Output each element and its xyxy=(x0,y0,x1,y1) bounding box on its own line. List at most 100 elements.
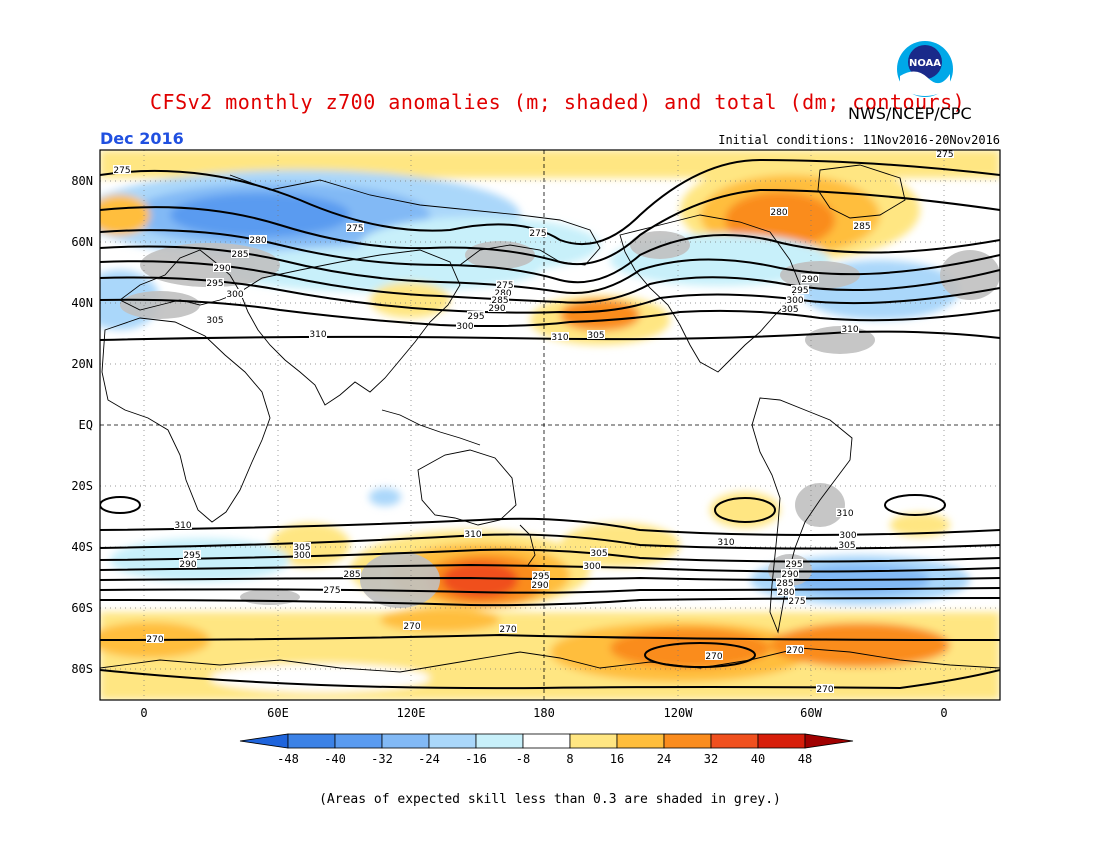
contour-label: 270 xyxy=(705,652,722,662)
contour-label-bg xyxy=(488,303,506,312)
contour-label-bg xyxy=(777,587,795,596)
colorbar-swatch xyxy=(616,733,665,749)
contour-label: 290 xyxy=(179,560,196,570)
contour-label: 290 xyxy=(781,570,798,580)
contour-label: 300 xyxy=(839,531,856,541)
contour-label-bg xyxy=(206,315,224,324)
longitude-label: 120W xyxy=(664,706,694,720)
longitude-label: 60W xyxy=(800,706,822,720)
contour-label: 280 xyxy=(770,208,787,218)
colorbar-swatch xyxy=(569,733,618,749)
contour-label: 270 xyxy=(786,646,803,656)
contour-label: 275 xyxy=(496,281,513,291)
contour-label: 305 xyxy=(590,549,607,559)
colorbar-tick-label: 24 xyxy=(657,752,671,766)
colorbar-tick-label: -8 xyxy=(516,752,530,766)
latitude-label: 80N xyxy=(71,174,93,188)
colorbar-swatch xyxy=(428,733,477,749)
contour-label: 295 xyxy=(785,560,802,570)
contour-label: 305 xyxy=(587,331,604,341)
colorbar-arrow-left xyxy=(239,733,289,749)
contour-label-bg xyxy=(781,304,799,313)
contour-label-bg xyxy=(583,561,601,570)
contour-label-bg xyxy=(113,165,131,174)
contour-label: 280 xyxy=(494,289,511,299)
colorbar-swatch xyxy=(381,733,430,749)
contour-label-bg xyxy=(836,508,854,517)
contour-label-bg xyxy=(838,540,856,549)
longitude-label: 60E xyxy=(267,706,289,720)
contour-label-bg xyxy=(717,537,735,546)
contour-label-bg xyxy=(491,295,509,304)
colorbar-tick-label: 16 xyxy=(610,752,624,766)
contour-label: 295 xyxy=(532,572,549,582)
skill-footnote: (Areas of expected skill less than 0.3 a… xyxy=(319,792,781,807)
colorbar-swatch xyxy=(757,733,806,749)
contour-label-bg xyxy=(499,624,517,633)
latitude-label: 40S xyxy=(71,540,93,554)
contour-label: 275 xyxy=(113,166,130,176)
contour-label-bg xyxy=(705,651,723,660)
contour-label: 275 xyxy=(346,224,363,234)
contour-label: 275 xyxy=(323,586,340,596)
contour-label-bg xyxy=(249,235,267,244)
contour-label: 295 xyxy=(206,279,223,289)
noaa-logo-text: NOAA xyxy=(909,58,941,69)
colorbar-swatch xyxy=(334,733,383,749)
contour-label-bg xyxy=(781,569,799,578)
contour-label: 295 xyxy=(183,551,200,561)
colorbar-tick-label: 48 xyxy=(798,752,812,766)
contour-label-bg xyxy=(467,311,485,320)
contour-label: 285 xyxy=(853,222,870,232)
contour-label: 310 xyxy=(174,521,191,531)
contour-label: 285 xyxy=(491,296,508,306)
contour-label-bg xyxy=(839,530,857,539)
contour-label-bg xyxy=(226,289,244,298)
latitude-label: 20N xyxy=(71,357,93,371)
colorbar-swatch xyxy=(475,733,524,749)
colorbar-tick-label: -16 xyxy=(465,752,487,766)
contour-label: 280 xyxy=(249,236,266,246)
contour-label-bg xyxy=(403,621,421,630)
contour-label: 275 xyxy=(936,150,953,160)
contour-label: 300 xyxy=(786,296,803,306)
contour-label: 305 xyxy=(293,543,310,553)
colorbar-tick-label: -32 xyxy=(371,752,393,766)
colorbar-swatch xyxy=(710,733,759,749)
latitude-label: 60S xyxy=(71,601,93,615)
contour-label-bg xyxy=(785,559,803,568)
colorbar-tick-label: -40 xyxy=(324,752,346,766)
contour-label-bg xyxy=(776,578,794,587)
noaa-logo: NOAA xyxy=(897,41,953,97)
contour-label-bg xyxy=(343,569,361,578)
colorbar-swatch xyxy=(287,733,336,749)
colorbar-arrow-right xyxy=(804,733,854,749)
longitude-label: 0 xyxy=(940,706,947,720)
colorbar: -48 -40 -32 -24 -16 -8 8 16 24 32 40 48 xyxy=(239,733,854,766)
colorbar-tick-label: 40 xyxy=(751,752,765,766)
contour-label-bg xyxy=(456,321,474,330)
contour-label-bg xyxy=(788,596,806,605)
contour-label-bg xyxy=(590,548,608,557)
contour-label-bg xyxy=(293,550,311,559)
contour-label-bg xyxy=(770,207,788,216)
colorbar-swatch xyxy=(522,733,571,749)
contour-label-bg xyxy=(183,550,201,559)
contour-label: 305 xyxy=(206,316,223,326)
contour-label: 270 xyxy=(499,625,516,635)
valid-month: Dec 2016 xyxy=(100,129,184,148)
contour-label-bg xyxy=(496,280,514,289)
latitude-label: 60N xyxy=(71,235,93,249)
contour-label: 300 xyxy=(456,322,473,332)
contour-label-bg xyxy=(786,295,804,304)
longitude-labels: 0 60E 120E 180 120W 60W 0 xyxy=(140,706,947,720)
colorbar-tick-label: 8 xyxy=(566,752,573,766)
contour-label-bg xyxy=(532,571,550,580)
contour-label: 290 xyxy=(801,275,818,285)
contour-label: 310 xyxy=(309,330,326,340)
contour-label-bg xyxy=(309,329,327,338)
contour-label: 275 xyxy=(788,597,805,607)
contour-label: 290 xyxy=(531,581,548,591)
